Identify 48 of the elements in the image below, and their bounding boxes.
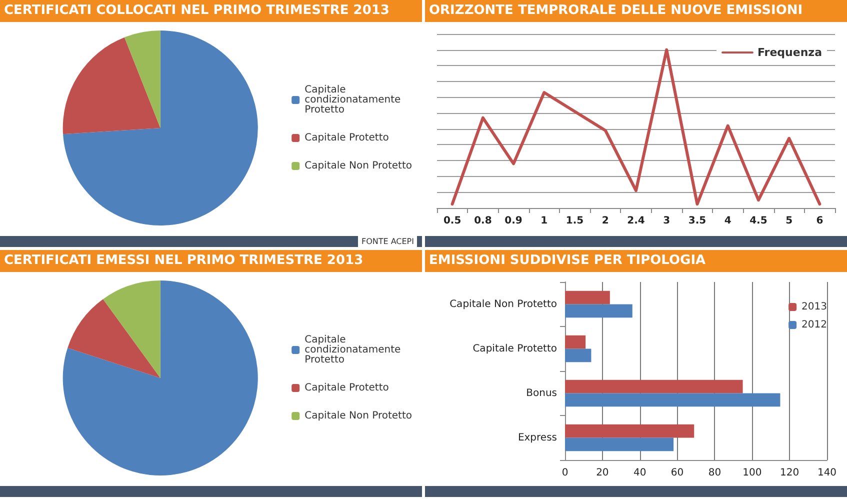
y-tick-label: Bonus (526, 388, 557, 399)
x-tick-label: 0.8 (474, 216, 492, 226)
bar (565, 438, 674, 452)
x-tick-label: 0.9 (504, 216, 522, 226)
chart-title: ORIZZONTE TEMPRORALE DELLE NUOVE EMISSIONI (425, 0, 847, 22)
bar (565, 348, 592, 362)
legend-label: Capitale condizionatamente Protetto (304, 334, 404, 366)
bar (565, 393, 780, 407)
x-tick-label: 3.5 (688, 216, 706, 226)
x-tick-label: 6 (816, 216, 824, 226)
y-tick-label: Express (518, 432, 557, 444)
x-tick-label: 20 (596, 468, 609, 478)
y-tick-label: Capitale Non Protetto (450, 298, 557, 310)
x-tick-label: 100 (742, 468, 762, 478)
legend-label: Capitale condizionatamente Protetto (304, 84, 404, 116)
legend-label: Capitale Non Protetto (304, 160, 412, 172)
x-tick-label: 4.5 (750, 216, 768, 226)
bar (565, 304, 632, 318)
legend-label: 2012 (802, 320, 828, 330)
legend-label: Frequenza (757, 46, 822, 59)
x-tick-label: 140 (817, 468, 837, 478)
x-tick-label: 60 (670, 468, 684, 478)
bar (565, 380, 743, 394)
legend-label: Capitale Protetto (304, 132, 389, 144)
bar (565, 424, 694, 438)
x-tick-label: 80 (708, 468, 722, 478)
x-tick-label: 1.5 (566, 216, 584, 226)
x-tick-label: 1 (540, 216, 548, 226)
x-tick-label: 3 (663, 216, 670, 226)
legend-label: 2013 (802, 302, 828, 312)
legend-label: Capitale Non Protetto (304, 410, 412, 422)
footer-strip: FONTE ACEPI (0, 236, 422, 247)
source-note: FONTE ACEPI (358, 236, 417, 247)
legend-label: Capitale Protetto (304, 382, 389, 394)
x-tick-label: 2.4 (627, 216, 645, 226)
x-tick-label: 2 (602, 216, 609, 226)
x-tick-label: 4 (724, 216, 732, 226)
bar (565, 335, 586, 349)
x-tick-label: 0.5 (443, 216, 462, 226)
bar (565, 290, 610, 304)
chart-title: CERTIFICATI COLLOCATI NEL PRIMO TRIMESTRE 2013 (0, 0, 422, 22)
chart-title: EMISSIONI SUDDIVISE PER TIPOLOGIA (425, 250, 847, 272)
x-tick-label: 40 (633, 468, 646, 478)
y-tick-label: Capitale Protetto (472, 343, 557, 354)
x-tick-label: 120 (780, 468, 800, 478)
chart-title: CERTIFICATI EMESSI NEL PRIMO TRIMESTRE 2013 (0, 250, 422, 272)
x-tick-label: 5 (786, 216, 793, 226)
x-tick-label: 0 (562, 468, 568, 478)
